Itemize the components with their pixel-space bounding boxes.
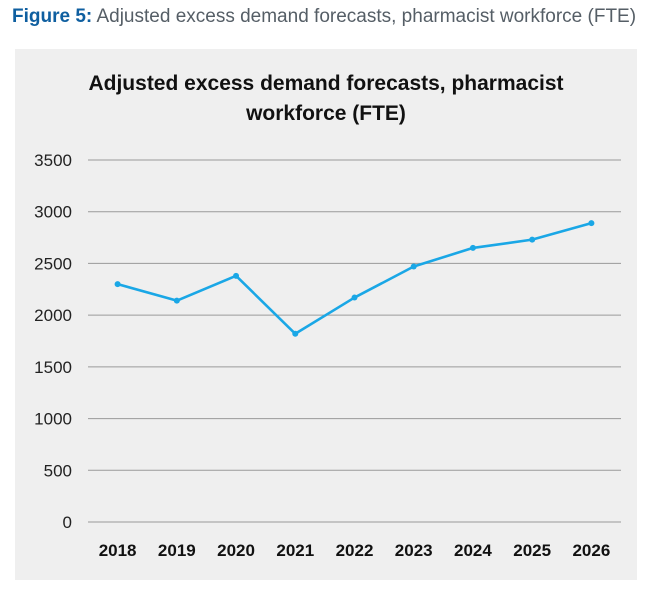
figure-label: Figure 5: [12, 6, 93, 27]
y-tick-label: 2000 [34, 306, 72, 325]
x-tick-label: 2023 [395, 541, 433, 560]
y-tick-label: 0 [63, 513, 72, 532]
data-point [351, 294, 358, 301]
data-point [529, 236, 536, 243]
x-tick-label: 2024 [454, 541, 492, 560]
chart-title-line-2: workforce (FTE) [245, 102, 406, 125]
y-tick-label: 1000 [34, 410, 72, 429]
y-axis: 0 500 1000 1500 2000 2500 3000 3500 [34, 151, 72, 532]
data-point [114, 281, 121, 288]
y-tick-label: 500 [44, 461, 72, 480]
series-layer [114, 220, 595, 337]
y-tick-label: 2500 [34, 254, 72, 273]
figure-caption-text: Adjusted excess demand forecasts, pharma… [96, 6, 637, 27]
x-tick-label: 2019 [158, 541, 196, 560]
chart-title-line-1: Adjusted excess demand forecasts, pharma… [88, 72, 563, 95]
figure-caption: Figure 5: Adjusted excess demand forecas… [12, 6, 636, 28]
x-tick-label: 2018 [99, 541, 137, 560]
grid-lines [88, 159, 621, 523]
data-point [233, 272, 240, 279]
data-point [588, 220, 595, 227]
data-point [173, 297, 180, 304]
data-point [292, 330, 299, 337]
x-tick-label: 2020 [217, 541, 255, 560]
data-point [469, 244, 476, 251]
y-tick-label: 3000 [34, 203, 72, 222]
y-tick-label: 1500 [34, 358, 72, 377]
x-axis: 2018 2019 2020 2021 2022 2023 2024 2025 2026 [99, 541, 611, 560]
data-point [410, 263, 417, 270]
x-tick-label: 2022 [336, 541, 374, 560]
x-tick-label: 2026 [572, 541, 610, 560]
series-line [117, 221, 592, 336]
x-tick-label: 2021 [276, 541, 314, 560]
x-tick-label: 2025 [513, 541, 551, 560]
y-tick-label: 3500 [34, 151, 72, 170]
